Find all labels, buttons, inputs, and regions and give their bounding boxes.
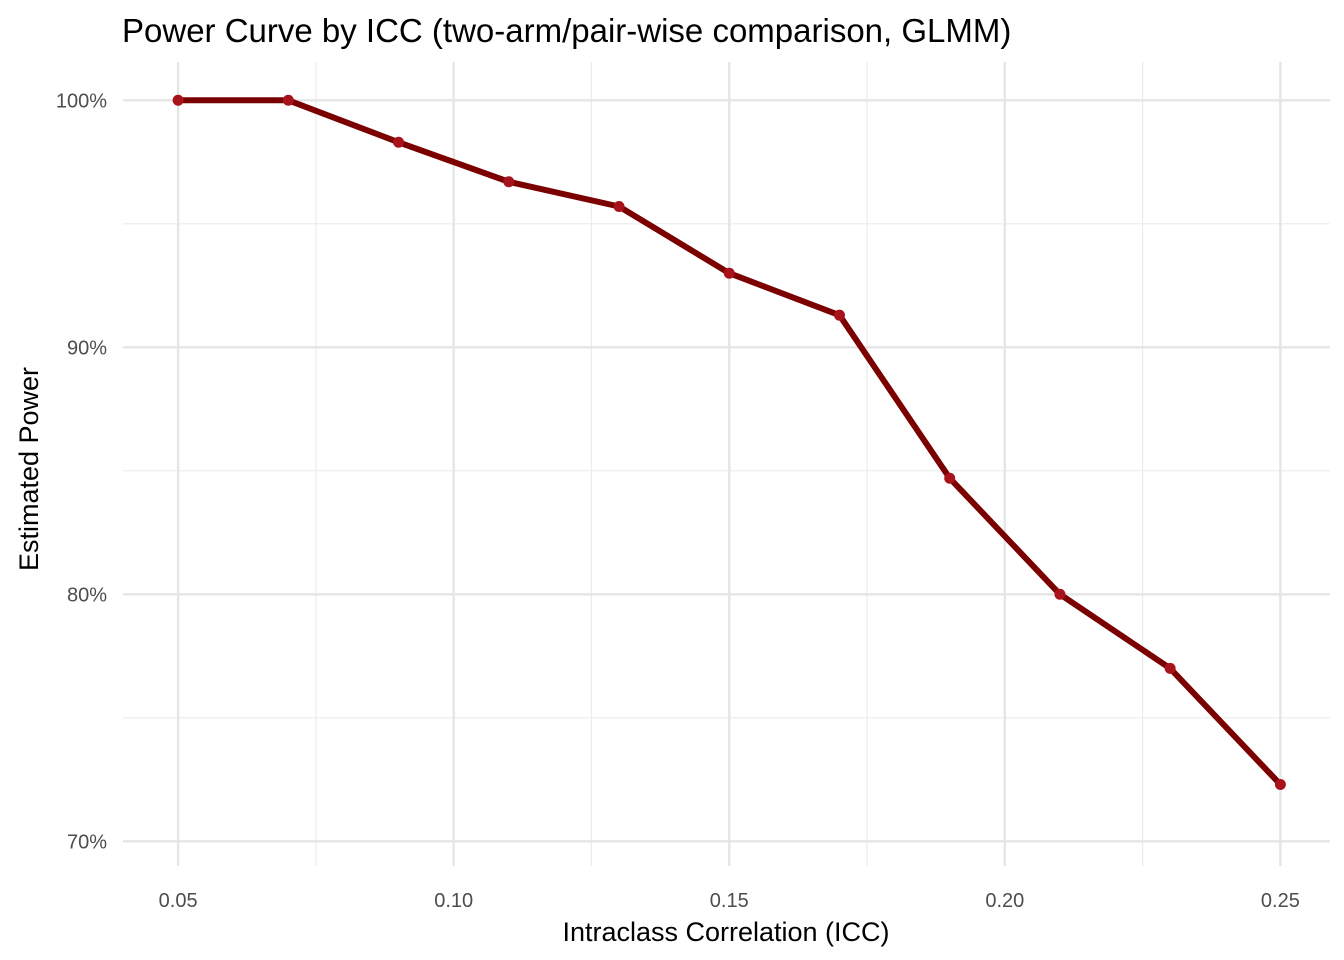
x-tick-label: 0.20 [985, 890, 1024, 912]
x-axis-title: Intraclass Correlation (ICC) [562, 917, 889, 947]
x-tick-label: 0.05 [159, 890, 198, 912]
x-tick-label: 0.10 [434, 890, 473, 912]
data-point [723, 267, 735, 279]
data-point [282, 94, 294, 106]
x-axis-ticks: 0.05 0.10 0.15 0.20 0.25 [159, 890, 1300, 912]
data-point [1164, 662, 1176, 674]
x-tick-label: 0.25 [1261, 890, 1300, 912]
chart-title: Power Curve by ICC (two-arm/pair-wise co… [122, 12, 1011, 49]
data-point [613, 200, 625, 212]
y-tick-label: 100% [56, 90, 107, 112]
data-point [833, 309, 845, 321]
x-tick-label: 0.15 [710, 890, 749, 912]
series-layer [172, 94, 1286, 790]
y-axis-ticks: 70% 80% 90% 100% [56, 90, 107, 853]
data-point [393, 136, 405, 148]
data-point [503, 176, 515, 188]
grid [123, 62, 1330, 866]
data-point [1274, 778, 1286, 790]
y-axis-title: Estimated Power [14, 367, 44, 571]
data-point [944, 472, 956, 484]
data-point [1054, 588, 1066, 600]
y-tick-label: 80% [67, 584, 107, 606]
y-tick-label: 90% [67, 337, 107, 359]
data-point [172, 94, 184, 106]
y-tick-label: 70% [67, 831, 107, 853]
